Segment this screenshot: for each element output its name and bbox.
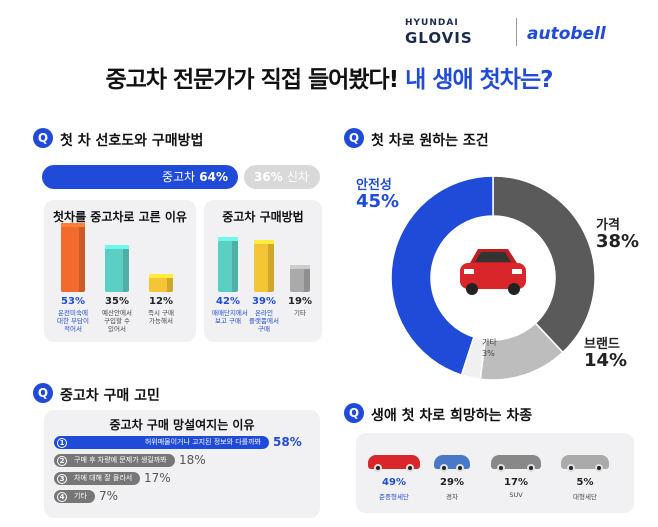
autobell-logo: autobell <box>527 24 606 44</box>
donut-value-label: 3% <box>482 349 495 358</box>
concerns-panel: 중고차 구매 망설여지는 이유 허위매물이거나 고지된 정보와 다를까봐 1 58%… <box>44 410 320 518</box>
q-icon: Q <box>33 383 53 403</box>
conditions-donut-chart <box>390 175 596 381</box>
section-title-concerns: 중고차 구매 고민 <box>60 388 160 404</box>
car-category-label: SUV <box>509 491 523 499</box>
reason-panel: 첫차를 중고차로 고른 이유 53% 운전미숙에 대한 부담이 적어서 35% 예산안… <box>44 200 196 342</box>
bar <box>105 248 129 292</box>
bar-category-label: 차에 대해 잘 몰라서 <box>74 474 133 482</box>
horizontal-bar: 차에 대해 잘 몰라서 <box>54 472 141 485</box>
bar <box>290 268 310 292</box>
bar-value-label: 53% <box>61 296 85 307</box>
used-label: 중고차 <box>161 170 196 184</box>
donut-value-label: 14% <box>584 350 628 371</box>
bar-category-label: 기타 <box>294 309 306 317</box>
car-value-label: 17% <box>504 477 528 488</box>
method-panel: 중고차 구매방법 42% 매매단지에서 보고 구매 39% 온라인 플랫폼에서 구매 1… <box>204 200 322 342</box>
car-value-label: 29% <box>440 477 464 488</box>
glovis-logo: GLOVIS <box>405 29 473 47</box>
wheel <box>456 464 464 472</box>
car-category-label: 경차 <box>446 493 458 501</box>
page-title: 중고차 전문가가 직접 들어봤다! 내 생애 첫차는? <box>0 60 658 94</box>
bar-category-label: 예산안에서 구입할 수 있어서 <box>102 309 132 333</box>
wheel <box>440 464 448 472</box>
title-main: 중고차 전문가가 직접 들어봤다! <box>105 67 406 93</box>
bar-category-label: 온라인 플랫폼에서 구매 <box>249 309 279 333</box>
new-label: 신차 <box>286 170 310 184</box>
q-icon: Q <box>33 128 53 148</box>
q-icon: Q <box>344 403 364 423</box>
title-highlight: 내 생애 첫차는? <box>405 67 553 93</box>
used-car-bar: 중고차 64% <box>42 165 238 189</box>
wheel <box>497 464 505 472</box>
donut-value-label: 45% <box>356 191 400 212</box>
donut-slice-안전성 <box>390 175 494 376</box>
car-category-label: 대형세단 <box>573 493 597 501</box>
new-car-bar: 36% 신차 <box>244 165 320 189</box>
hyundai-logo: HYUNDAI <box>405 18 459 28</box>
donut-category-label: 브랜드 <box>584 337 620 352</box>
bar-top <box>254 240 274 245</box>
bar-value-label: 18% <box>179 453 206 467</box>
bar <box>61 225 85 292</box>
bar <box>218 239 238 292</box>
rank-badge: 3 <box>57 473 67 484</box>
rank-badge: 4 <box>57 491 67 502</box>
wheel <box>374 464 382 472</box>
horizontal-bar: 구매 후 차량에 문제가 생길까봐 <box>54 454 175 467</box>
donut-value-label: 38% <box>596 231 640 252</box>
bar-top <box>149 274 173 278</box>
q-icon: Q <box>344 128 364 148</box>
bar-top <box>61 222 85 227</box>
wheel <box>406 464 414 472</box>
wheel <box>527 464 535 472</box>
bar-category-label: 허위매물이거나 고지된 정보와 다를까봐 <box>144 438 261 446</box>
donut-category-label: 가격 <box>596 218 620 233</box>
wheel <box>567 464 575 472</box>
donut-category-label: 기타 <box>482 338 497 347</box>
rank-badge: 1 <box>57 437 67 448</box>
bar-category-label: 구매 후 차량에 문제가 생길까봐 <box>74 456 167 464</box>
method-chart: 42% 매매단지에서 보고 구매 39% 온라인 플랫폼에서 구매 19% 기타 <box>204 230 322 340</box>
bar-value-label: 7% <box>99 489 119 503</box>
horizontal-bar: 허위매물이거나 고지된 정보와 다를까봐 <box>54 436 269 449</box>
rank-badge: 2 <box>57 455 67 466</box>
reason-chart: 53% 운전미숙에 대한 부담이 적어서 35% 예산안에서 구입할 수 있어서 12%… <box>44 222 196 340</box>
bar-value-label: 58% <box>273 435 302 449</box>
concerns-chart-title: 중고차 구매 망설여지는 이유 <box>109 418 255 432</box>
car-types-chart: 49% 준중형세단 29% 경차 17% SUV 5% 대형세단 <box>356 433 634 513</box>
car-types-panel: 49% 준중형세단 29% 경차 17% SUV 5% 대형세단 <box>356 433 634 513</box>
car-value-label: 5% <box>576 477 594 488</box>
reason-chart-title: 첫차를 중고차로 고른 이유 <box>53 210 187 224</box>
donut-slice-가격 <box>492 175 596 354</box>
bar-value-label: 42% <box>216 296 240 307</box>
bar <box>254 243 274 292</box>
bar-value-label: 35% <box>105 296 129 307</box>
car-icon <box>460 249 526 295</box>
new-pct: 36% <box>254 170 283 184</box>
bar-value-label: 12% <box>149 296 173 307</box>
section-title-car-types: 생애 첫 차로 희망하는 차종 <box>371 408 533 424</box>
concerns-chart: 허위매물이거나 고지된 정보와 다를까봐 1 58% 구매 후 차량에 문제가 생길까… <box>54 435 320 516</box>
method-chart-title: 중고차 구매방법 <box>222 210 304 224</box>
car-category-label: 준중형세단 <box>379 493 409 501</box>
bar-category-label: 즉시 구매 가능해서 <box>148 309 174 325</box>
bar-category-label: 매매단지에서 보고 구매 <box>212 309 248 325</box>
bar-top <box>290 265 310 270</box>
wheel <box>595 464 603 472</box>
logo-divider <box>516 18 517 46</box>
bar-value-label: 17% <box>144 471 171 485</box>
bar-top <box>105 245 129 250</box>
section-title-conditions: 첫 차로 원하는 조건 <box>371 133 489 149</box>
car-value-label: 49% <box>382 477 406 488</box>
bar-value-label: 19% <box>288 296 312 307</box>
bar-category-label: 기타 <box>74 492 87 500</box>
section-title-preference: 첫 차 선호도와 구매방법 <box>60 133 204 149</box>
bar <box>149 277 173 292</box>
donut-category-label: 안전성 <box>356 178 392 193</box>
bar-top <box>218 236 238 241</box>
used-pct: 64% <box>199 170 228 184</box>
bar-value-label: 39% <box>252 296 276 307</box>
bar-category-label: 운전미숙에 대한 부담이 적어서 <box>57 309 89 333</box>
